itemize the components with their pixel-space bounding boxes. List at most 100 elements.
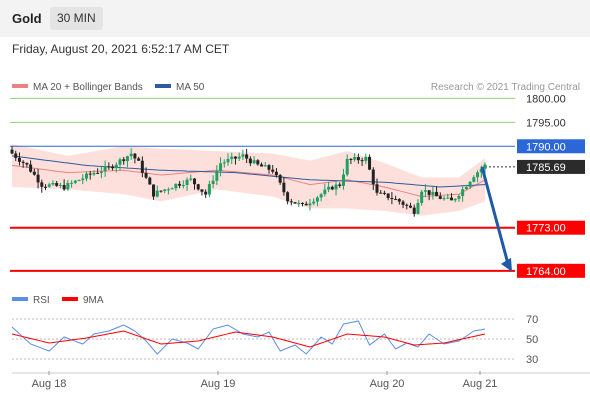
candle-body bbox=[185, 179, 189, 186]
candle-body bbox=[427, 190, 431, 195]
candle-body bbox=[379, 192, 383, 194]
candle-body bbox=[10, 149, 14, 154]
candle-body bbox=[77, 180, 81, 182]
candle-body bbox=[282, 182, 286, 193]
candle-body bbox=[200, 189, 204, 192]
candle-body bbox=[382, 192, 386, 194]
candle-body bbox=[170, 188, 174, 190]
legend-ma50-label: MA 50 bbox=[176, 82, 205, 93]
candle-body bbox=[148, 177, 152, 185]
candle-body bbox=[390, 198, 394, 200]
candle-body bbox=[252, 160, 256, 164]
level-tag-1790.00 bbox=[517, 139, 585, 154]
legend-ma50-swatch bbox=[155, 84, 171, 88]
instrument-title: Gold bbox=[12, 11, 42, 26]
level-label-1790.00: 1790.00 bbox=[526, 141, 566, 153]
candle-body bbox=[308, 203, 312, 206]
candle-body bbox=[368, 156, 372, 170]
candle-body bbox=[386, 193, 390, 199]
candle-body bbox=[461, 189, 465, 196]
candle-body bbox=[47, 184, 51, 187]
level-tag-1764.00 bbox=[517, 263, 585, 278]
candle-body bbox=[192, 178, 196, 185]
candle-body bbox=[219, 163, 223, 171]
candle-body bbox=[468, 181, 472, 187]
candle-body bbox=[312, 201, 316, 204]
candle-body bbox=[62, 185, 66, 190]
candle-body bbox=[207, 184, 211, 195]
candle-body bbox=[118, 159, 122, 165]
candle-body bbox=[166, 189, 170, 191]
candle-body bbox=[449, 197, 453, 201]
candle-body bbox=[163, 189, 167, 192]
candle-body bbox=[334, 184, 338, 190]
candle-body bbox=[178, 183, 182, 186]
rsi-tick-70: 70 bbox=[526, 314, 538, 326]
candle-body bbox=[371, 169, 375, 185]
candle-body bbox=[345, 158, 349, 175]
level-label-1785.69: 1785.69 bbox=[526, 162, 566, 174]
candle-body bbox=[174, 183, 178, 189]
candle-body bbox=[107, 166, 111, 168]
candle-body bbox=[442, 198, 446, 200]
candle-body bbox=[103, 166, 107, 172]
candle-body bbox=[99, 171, 103, 173]
rsi-line bbox=[11, 320, 486, 355]
candle-body bbox=[114, 164, 118, 169]
candle-body bbox=[129, 153, 133, 157]
candle-body bbox=[70, 182, 74, 184]
bollinger-band bbox=[12, 143, 485, 216]
ma20-line bbox=[11, 164, 486, 198]
candle-body bbox=[360, 160, 364, 162]
candle-body bbox=[483, 164, 487, 169]
candle-body bbox=[40, 182, 44, 187]
legend-9ma-swatch bbox=[62, 297, 78, 301]
candle-body bbox=[375, 184, 379, 193]
candle-body bbox=[215, 170, 219, 181]
candle-body bbox=[263, 165, 267, 167]
candle-body bbox=[96, 172, 100, 174]
candle-body bbox=[394, 199, 398, 201]
candle-body bbox=[233, 156, 237, 159]
candle-body bbox=[159, 190, 163, 192]
candle-body bbox=[353, 157, 357, 160]
candle-body bbox=[189, 178, 193, 180]
candle-body bbox=[341, 174, 345, 186]
candle-body bbox=[81, 178, 85, 181]
candle-body bbox=[32, 171, 36, 175]
candle-body bbox=[423, 190, 427, 192]
candle-body bbox=[453, 198, 457, 201]
candle-body bbox=[435, 191, 439, 197]
candle-body bbox=[92, 172, 96, 175]
candle-body bbox=[122, 159, 126, 162]
candle-body bbox=[401, 201, 405, 205]
candle-body bbox=[397, 199, 401, 202]
timeframe-badge[interactable]: 30 MIN bbox=[50, 7, 103, 30]
candle-body bbox=[323, 189, 327, 195]
candle-body bbox=[457, 195, 461, 199]
candle-body bbox=[356, 157, 360, 161]
chart-credit: Research © 2021 Trading Central bbox=[431, 82, 580, 93]
level-tag-1773.00 bbox=[517, 220, 585, 235]
candle-body bbox=[438, 196, 442, 199]
candle-body bbox=[338, 184, 342, 186]
legend-ma20-swatch bbox=[12, 84, 28, 88]
candle-body bbox=[73, 180, 77, 183]
candle-body bbox=[431, 191, 435, 195]
legend-rsi-label: RSI bbox=[33, 295, 50, 306]
candle-body bbox=[297, 202, 301, 204]
legend-ma20-label: MA 20 + Bollinger Bands bbox=[33, 82, 143, 93]
candle-body bbox=[315, 197, 319, 202]
candle-body bbox=[479, 168, 483, 173]
candle-body bbox=[260, 164, 264, 167]
candle-body bbox=[152, 184, 156, 197]
candle-body bbox=[241, 154, 245, 157]
candle-body bbox=[137, 158, 141, 161]
candle-body bbox=[274, 171, 278, 176]
candle-body bbox=[319, 194, 323, 198]
x-label-Aug 18: Aug 18 bbox=[32, 378, 67, 390]
candle-body bbox=[267, 165, 271, 170]
ma50-line bbox=[11, 155, 486, 188]
candle-body bbox=[245, 154, 249, 159]
